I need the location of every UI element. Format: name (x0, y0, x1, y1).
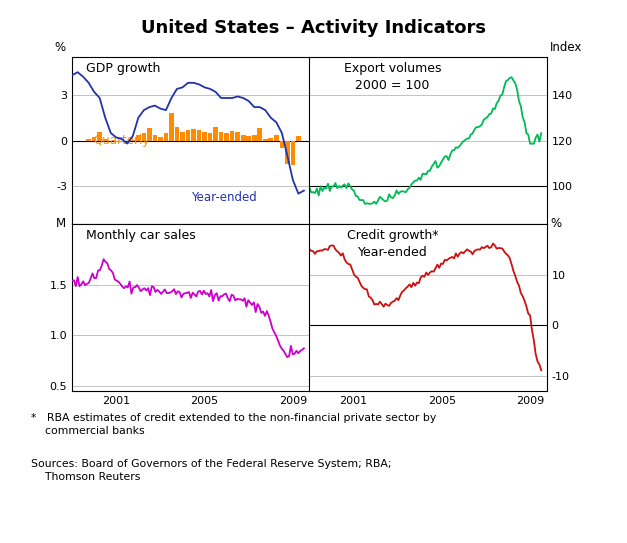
Bar (235, 132, 240, 141)
Bar (114, 141, 119, 142)
Bar (246, 136, 251, 141)
Bar (263, 138, 268, 141)
Bar (213, 127, 218, 141)
Bar (285, 141, 290, 164)
Text: Year-ended: Year-ended (191, 191, 256, 204)
Bar (290, 141, 295, 165)
Bar (164, 132, 168, 141)
Bar (175, 127, 179, 141)
Bar (274, 135, 278, 141)
Bar (186, 130, 191, 141)
Text: Monthly car sales: Monthly car sales (87, 229, 196, 242)
Bar (241, 135, 246, 141)
Bar (197, 130, 201, 141)
Bar (230, 131, 234, 141)
Bar (191, 129, 196, 141)
Bar (136, 135, 140, 141)
Text: United States – Activity Indicators: United States – Activity Indicators (141, 19, 486, 37)
Bar (87, 138, 91, 141)
Bar (219, 132, 223, 141)
Text: *   RBA estimates of credit extended to the non-financial private sector by
    : * RBA estimates of credit extended to th… (31, 413, 436, 436)
Bar (203, 132, 207, 141)
Bar (97, 132, 102, 141)
Bar (252, 135, 256, 141)
Bar (142, 132, 146, 141)
Text: Quarterly: Quarterly (93, 134, 150, 147)
Text: GDP growth: GDP growth (87, 62, 161, 75)
Bar (130, 140, 135, 141)
Bar (296, 136, 301, 141)
Text: %: % (55, 41, 66, 54)
Text: M: M (56, 218, 66, 230)
Bar (280, 141, 284, 148)
Bar (169, 113, 174, 141)
Bar (103, 138, 108, 141)
Bar (268, 138, 273, 141)
Text: Export volumes
2000 = 100: Export volumes 2000 = 100 (344, 62, 441, 92)
Text: Index: Index (550, 41, 582, 54)
Bar (152, 135, 157, 141)
Text: Credit growth*
Year-ended: Credit growth* Year-ended (347, 229, 438, 259)
Bar (180, 132, 185, 141)
Bar (120, 141, 124, 142)
Text: %: % (550, 218, 561, 230)
Text: Sources: Board of Governors of the Federal Reserve System; RBA;
    Thomson Reut: Sources: Board of Governors of the Feder… (31, 459, 392, 482)
Bar (92, 137, 97, 141)
Bar (208, 132, 213, 141)
Bar (224, 132, 229, 141)
Bar (258, 128, 262, 141)
Bar (158, 137, 163, 141)
Bar (147, 128, 152, 141)
